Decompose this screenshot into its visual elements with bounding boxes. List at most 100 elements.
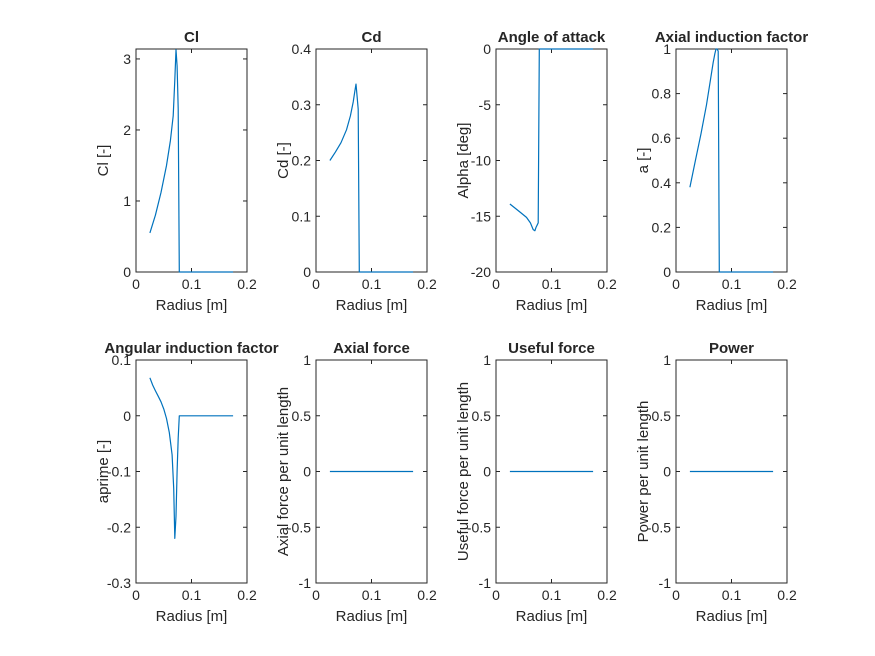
y-tick-label: 0.5	[292, 408, 312, 424]
axes-box	[135, 359, 248, 584]
x-tick-label: 0.2	[777, 587, 797, 603]
subplot-8: 0 0.1 0.2 -1 -0.5 0 0.5 1 Power Radius [m] Power p…	[635, 340, 797, 625]
y-tick-label: 0	[483, 41, 491, 57]
x-tick-label: 0.1	[722, 276, 742, 292]
y-axis-label: Useful force per unit length	[455, 382, 472, 561]
series-line	[329, 83, 414, 273]
x-tick-label: 0	[132, 587, 140, 603]
y-tick-label: -15	[471, 208, 491, 224]
x-tick-label: 0	[132, 276, 140, 292]
axes-box	[135, 48, 248, 273]
y-tick-label: 0.5	[472, 408, 492, 424]
y-tick-label: -1	[479, 575, 492, 591]
x-tick-label: 0.2	[597, 276, 617, 292]
x-tick-label: 0	[312, 276, 320, 292]
y-tick-label: -10	[471, 153, 491, 169]
y-tick-label: -0.2	[107, 519, 131, 535]
y-axis-label: Axial force per unit length	[275, 387, 292, 556]
y-tick-label: -1	[299, 575, 312, 591]
x-tick-label: 0.1	[182, 276, 202, 292]
x-tick-label: 0.1	[542, 276, 562, 292]
y-tick-label: 1	[123, 193, 131, 209]
y-tick-label: 1	[663, 41, 671, 57]
x-tick-label: 0	[312, 587, 320, 603]
x-tick-label: 0.2	[417, 587, 437, 603]
y-tick-label: 1	[483, 352, 491, 368]
x-axis-label: Radius [m]	[156, 297, 228, 314]
subplot-title: Axial force	[333, 340, 410, 357]
subplot-1: 0 0.1 0.2 0 1 2 3 Cl Radius [m] Cl [-]	[95, 29, 257, 314]
x-axis-label: Radius [m]	[336, 297, 408, 314]
x-tick-label: 0.2	[237, 276, 257, 292]
subplot-2: 0 0.1 0.2 0 0.1 0.2 0.3 0.4 Cd Radius [m] Cd [-]	[275, 29, 437, 314]
subplot-title: Cd	[362, 29, 382, 46]
series-line	[149, 49, 234, 273]
subplot-title: Power	[709, 340, 754, 357]
subplot-title: Cl	[184, 29, 199, 46]
y-tick-label: 1	[303, 352, 311, 368]
y-tick-label: 0	[663, 264, 671, 280]
y-axis-label: Alpha [deg]	[455, 123, 472, 199]
y-tick-label: 0	[123, 264, 131, 280]
y-tick-label: -1	[659, 575, 672, 591]
subplot-6: 0 0.1 0.2 -1 -0.5 0 0.5 1 Axial force Radius [m] A…	[275, 340, 437, 625]
y-tick-label: 0.5	[652, 408, 672, 424]
x-tick-label: 0.2	[237, 587, 257, 603]
y-tick-label: -20	[471, 264, 491, 280]
x-tick-label: 0.1	[722, 587, 742, 603]
y-axis-label: Cd [-]	[275, 142, 292, 179]
x-tick-label: 0	[672, 276, 680, 292]
x-axis-label: Radius [m]	[696, 297, 768, 314]
y-axis-label: aprime [-]	[95, 440, 112, 503]
y-tick-label: -0.5	[647, 519, 671, 535]
x-tick-label: 0.2	[777, 276, 797, 292]
y-tick-label: 0.2	[292, 153, 312, 169]
y-tick-label: 0.8	[652, 86, 672, 102]
y-tick-label: 0.4	[652, 175, 672, 191]
x-tick-label: 0.1	[542, 587, 562, 603]
x-tick-label: 0.1	[362, 276, 382, 292]
x-tick-label: 0	[492, 587, 500, 603]
x-axis-label: Radius [m]	[516, 297, 588, 314]
y-tick-label: 0.1	[112, 352, 132, 368]
y-tick-label: 0.4	[292, 41, 312, 57]
y-tick-label: 0	[303, 464, 311, 480]
y-tick-label: 0.3	[292, 97, 312, 113]
x-axis-label: Radius [m]	[696, 608, 768, 625]
y-tick-label: 2	[123, 122, 131, 138]
x-tick-label: 0	[672, 587, 680, 603]
x-tick-label: 0.1	[182, 587, 202, 603]
axes-box	[315, 48, 428, 273]
series-line	[689, 48, 774, 273]
x-tick-label: 0	[492, 276, 500, 292]
y-tick-label: 0.2	[652, 219, 672, 235]
x-tick-label: 0.1	[362, 587, 382, 603]
y-tick-label: 0	[483, 464, 491, 480]
y-tick-label: 0.6	[652, 130, 672, 146]
y-tick-label: 0.1	[292, 208, 312, 224]
y-tick-label: 3	[123, 51, 131, 67]
subplot-title: Useful force	[508, 340, 595, 357]
y-tick-label: 0	[303, 264, 311, 280]
y-axis-label: Cl [-]	[95, 145, 112, 177]
x-axis-label: Radius [m]	[516, 608, 588, 625]
y-tick-label: 0	[123, 408, 131, 424]
y-tick-label: -0.5	[287, 519, 311, 535]
x-axis-label: Radius [m]	[156, 608, 228, 625]
subplot-title: Angle of attack	[498, 29, 606, 46]
y-axis-label: a [-]	[635, 148, 652, 174]
axes-box	[495, 48, 608, 273]
axes-box	[675, 48, 788, 273]
series-line	[509, 48, 594, 232]
subplot-title: Angular induction factor	[104, 340, 278, 357]
y-tick-label: -0.1	[107, 464, 131, 480]
x-tick-label: 0.2	[417, 276, 437, 292]
y-tick-label: 1	[663, 352, 671, 368]
y-tick-label: -0.5	[467, 519, 491, 535]
y-tick-label: 0	[663, 464, 671, 480]
subplot-3: 0 0.1 0.2 -20 -15 -10 -5 0 Angle of attack Radius…	[455, 29, 617, 314]
subplot-title: Axial induction factor	[655, 29, 809, 46]
